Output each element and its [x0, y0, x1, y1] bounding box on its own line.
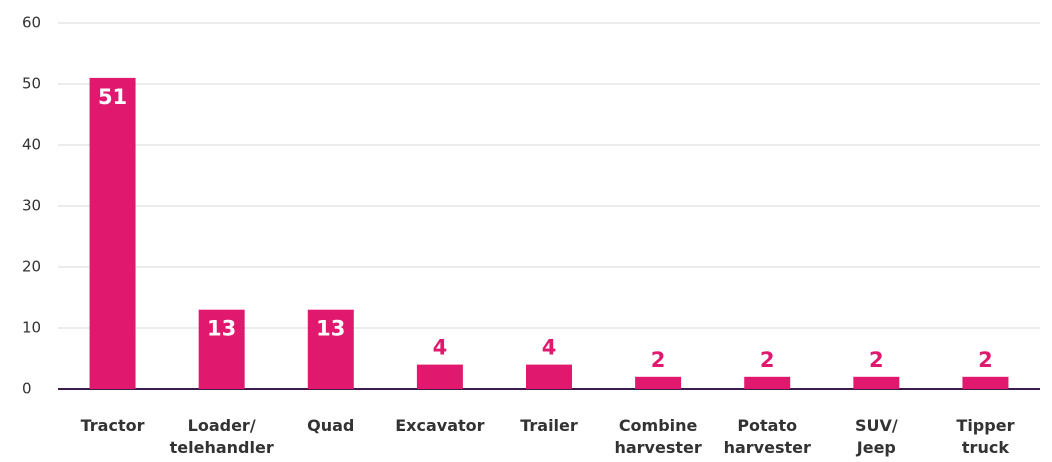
- x-tick-label-line: Tractor: [81, 416, 145, 435]
- value-label: 2: [760, 348, 775, 372]
- bar: [962, 376, 1009, 389]
- x-tick-label: Tipper truck: [956, 416, 1014, 457]
- x-tick-label-line: telehandler: [170, 438, 274, 457]
- x-tick-label: Excavator: [395, 416, 484, 435]
- x-tick-label-line: Jeep: [856, 438, 896, 457]
- value-label: 2: [869, 348, 884, 372]
- x-tick-label: Combine harvester: [614, 416, 701, 457]
- bar: [89, 77, 136, 390]
- x-tick-label: SUV/Jeep: [855, 416, 898, 457]
- value-label: 2: [651, 348, 666, 372]
- bar: [198, 309, 245, 389]
- bar: [526, 364, 572, 389]
- value-label: 4: [542, 336, 557, 360]
- bar: [853, 376, 900, 389]
- x-tick-label-line: harvester: [614, 438, 701, 457]
- bar: [635, 376, 682, 389]
- y-tick-label: 30: [22, 197, 41, 215]
- bar: [744, 376, 791, 389]
- y-tick-label: 50: [22, 75, 41, 93]
- x-tick-label-line: Trailer: [520, 416, 578, 435]
- bar: [416, 364, 463, 389]
- value-label: 2: [978, 348, 993, 372]
- x-tick-label-line: Excavator: [395, 416, 484, 435]
- x-tick-label: Quad: [307, 416, 354, 435]
- bar: [307, 309, 354, 389]
- x-tick-label: Potato harvester: [724, 416, 811, 457]
- x-tick-label-line: Combine: [619, 416, 698, 435]
- x-tick-label-line: Potato: [737, 416, 797, 435]
- value-label: 4: [433, 336, 448, 360]
- x-tick-label-line: Quad: [307, 416, 354, 435]
- y-tick-label: 20: [22, 258, 41, 276]
- x-tick-label-line: truck: [962, 438, 1009, 457]
- x-tick-label: Loader/telehandler: [170, 416, 274, 457]
- value-label: 13: [207, 317, 236, 341]
- x-tick-label-line: harvester: [724, 438, 811, 457]
- y-tick-label: 0: [22, 380, 32, 398]
- y-tick-label: 10: [22, 319, 41, 337]
- value-label: 51: [98, 85, 127, 109]
- x-tick-label-line: Tipper: [956, 416, 1014, 435]
- x-tick-label: Trailer: [520, 416, 578, 435]
- value-label: 13: [316, 317, 345, 341]
- y-tick-label: 60: [22, 14, 41, 32]
- x-tick-label-line: SUV/: [855, 416, 898, 435]
- y-tick-label: 40: [22, 136, 41, 154]
- x-tick-label: Tractor: [81, 416, 145, 435]
- x-tick-label-line: Loader/: [188, 416, 256, 435]
